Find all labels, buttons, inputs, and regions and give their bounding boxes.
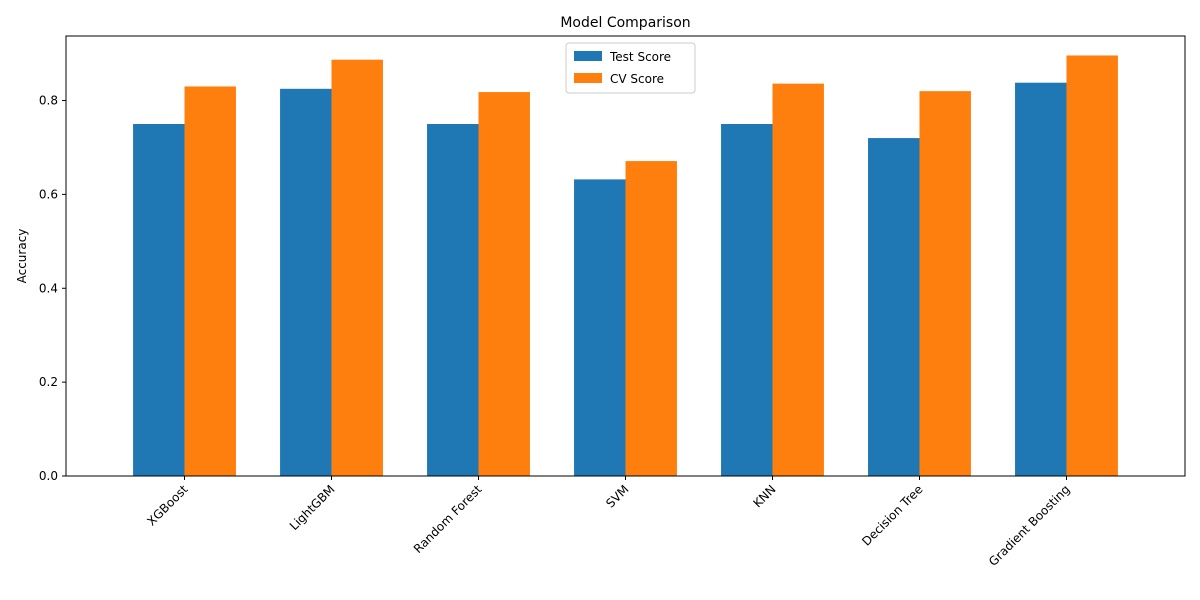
chart-title: Model Comparison <box>560 15 690 31</box>
bar-gradient-boosting-test-score <box>1015 82 1067 476</box>
bar-decision-tree-test-score <box>868 138 920 476</box>
y-tick-label: 0.2 <box>39 375 58 389</box>
bar-knn-test-score <box>721 124 773 476</box>
y-axis: 0.0 0.2 0.4 0.6 0.8 <box>39 94 66 483</box>
y-tick-label: 0.0 <box>39 469 58 483</box>
y-tick-label: 0.4 <box>39 281 58 295</box>
y-tick-label: 0.8 <box>39 94 58 108</box>
bar-lightgbm-test-score <box>280 88 332 477</box>
bar-svm-test-score <box>574 179 626 476</box>
y-tick-label: 0.6 <box>39 187 58 201</box>
bar-gradient-boosting-cv-score <box>1066 55 1118 477</box>
bar-knn-cv-score <box>772 83 824 477</box>
bar-random-forest-test-score <box>427 124 479 476</box>
legend-label: Test Score <box>609 50 671 64</box>
y-axis-label: Accuracy <box>15 229 29 284</box>
legend: Test Score CV Score <box>565 42 696 94</box>
legend-swatch <box>574 73 602 83</box>
bars-group <box>133 55 1118 477</box>
bar-decision-tree-cv-score <box>919 91 971 476</box>
bar-random-forest-cv-score <box>478 92 530 477</box>
bar-xgboost-test-score <box>133 124 185 476</box>
legend-swatch <box>574 51 602 61</box>
legend-label: CV Score <box>610 72 664 86</box>
bar-xgboost-cv-score <box>184 86 236 476</box>
bar-lightgbm-cv-score <box>331 59 383 477</box>
bar-svm-cv-score <box>625 161 677 476</box>
